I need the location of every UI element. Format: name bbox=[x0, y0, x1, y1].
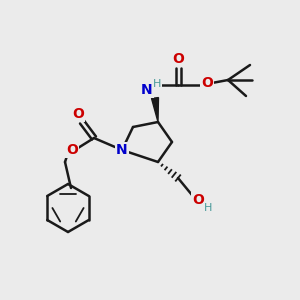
Text: O: O bbox=[72, 107, 84, 121]
Text: O: O bbox=[201, 76, 213, 90]
Text: O: O bbox=[192, 193, 204, 207]
Text: H: H bbox=[204, 203, 212, 213]
Text: H: H bbox=[153, 79, 161, 89]
Polygon shape bbox=[152, 98, 158, 122]
Text: N: N bbox=[116, 143, 128, 157]
Text: N: N bbox=[141, 83, 153, 97]
Text: O: O bbox=[66, 143, 78, 157]
Text: O: O bbox=[172, 52, 184, 66]
